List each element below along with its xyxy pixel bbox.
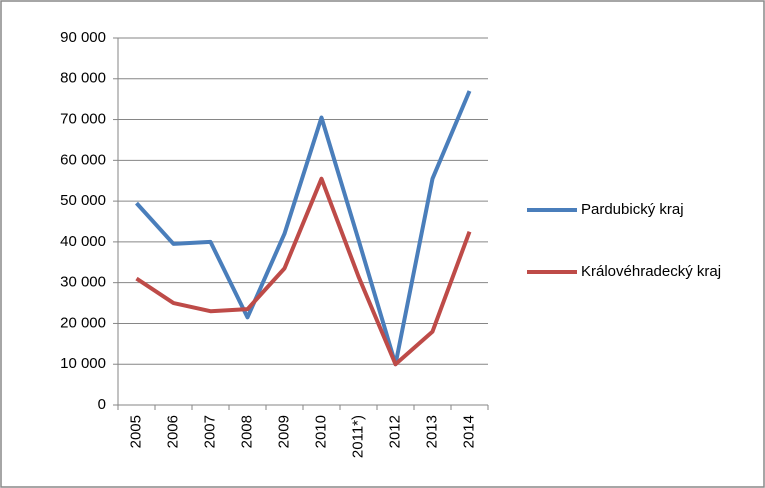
y-tick-label: 80 000 (60, 70, 106, 87)
x-tick-label: 2007 (201, 415, 218, 448)
y-tick-label: 90 000 (60, 29, 106, 46)
y-tick-label: 20 000 (60, 314, 106, 331)
x-tick-label: 2012 (386, 415, 403, 448)
x-tick-label: 2014 (460, 415, 477, 448)
y-tick-label: 50 000 (60, 192, 106, 209)
y-tick-label: 60 000 (60, 151, 106, 168)
y-tick-label: 0 (98, 396, 106, 413)
y-tick-label: 70 000 (60, 111, 106, 128)
y-tick-label: 40 000 (60, 233, 106, 250)
legend-label: Pardubický kraj (581, 201, 684, 218)
x-tick-label: 2005 (127, 415, 144, 448)
x-tick-label: 2010 (312, 415, 329, 448)
legend-label: Královéhradecký kraj (581, 263, 721, 280)
y-tick-label: 10 000 (60, 355, 106, 372)
series-line (135, 176, 472, 367)
x-tick-label: 2011*) (349, 415, 366, 458)
y-tick-label: 30 000 (60, 274, 106, 291)
x-tick-label: 2009 (275, 415, 292, 448)
x-tick-label: 2006 (164, 415, 181, 448)
series-line (135, 90, 472, 367)
x-tick-label: 2008 (238, 415, 255, 448)
x-tick-label: 2013 (423, 415, 440, 448)
